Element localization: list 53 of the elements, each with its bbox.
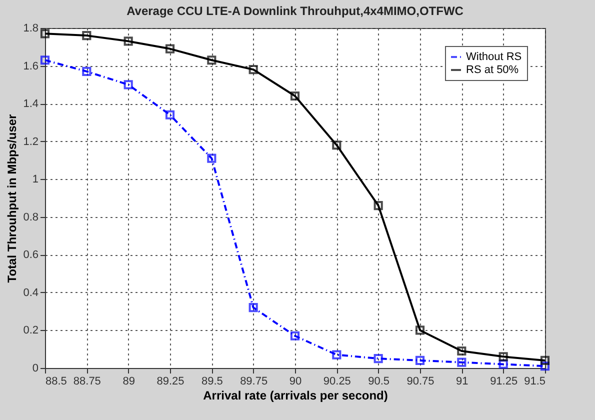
point: [332, 140, 342, 150]
x-tick-label: 89: [122, 376, 135, 388]
y-tick-label: 1.6: [23, 60, 38, 72]
y-tick-label: 0.2: [23, 324, 38, 337]
point: [457, 358, 466, 367]
point: [207, 154, 216, 163]
legend-label: Without RS: [466, 51, 522, 63]
x-tick-label: 91.25: [490, 376, 518, 388]
point: [290, 331, 300, 340]
chart-title: Average CCU LTE-A Downlink Throuhput,4x4MIMO,OTFWC: [126, 4, 464, 18]
y-tick-label: 1.4: [23, 98, 38, 110]
x-tick-label: 91.5: [524, 376, 546, 388]
x-axis-title: Arrival rate (arrivals per second): [203, 388, 388, 402]
x-tick-label: 88.75: [73, 376, 101, 388]
point: [415, 326, 425, 335]
y-tick-label: 0.6: [23, 249, 38, 262]
legend-label: RS at 50%: [466, 64, 519, 76]
point: [248, 65, 258, 74]
x-tick-label: 88.5: [46, 376, 67, 388]
point: [207, 56, 216, 65]
point: [374, 201, 383, 210]
point: [82, 66, 92, 76]
y-tick-label: 1.2: [23, 136, 38, 148]
point: [124, 36, 133, 46]
point: [457, 346, 466, 356]
point: [415, 356, 425, 365]
y-tick-label: 1.8: [23, 22, 38, 34]
y-tick-label: 0.4: [23, 286, 38, 299]
point: [374, 354, 383, 364]
y-tick-label: 0.8: [23, 211, 38, 224]
point: [498, 360, 508, 369]
point: [332, 350, 342, 360]
x-tick-label: 90.5: [368, 376, 390, 388]
point: [290, 91, 300, 101]
x-tick-label: 90: [289, 376, 302, 388]
point: [248, 303, 258, 312]
x-tick-label: 89.25: [156, 376, 184, 388]
point: [124, 80, 133, 90]
point: [165, 44, 175, 54]
x-tick-label: 90.25: [323, 376, 351, 388]
x-tick-label: 89.5: [201, 376, 223, 388]
x-tick-label: 90.75: [406, 376, 434, 388]
y-tick-label: 1: [32, 174, 38, 186]
point: [82, 31, 92, 40]
x-tick-label: 91: [456, 376, 468, 388]
point: [540, 362, 550, 371]
point: [540, 356, 550, 365]
y-axis-title: Total Throuhput in Mbps/user: [5, 114, 20, 283]
y-tick-label: 0: [32, 362, 38, 374]
x-tick-label: 89.75: [240, 376, 268, 388]
point: [165, 110, 175, 120]
point: [40, 56, 50, 65]
point: [498, 352, 508, 362]
